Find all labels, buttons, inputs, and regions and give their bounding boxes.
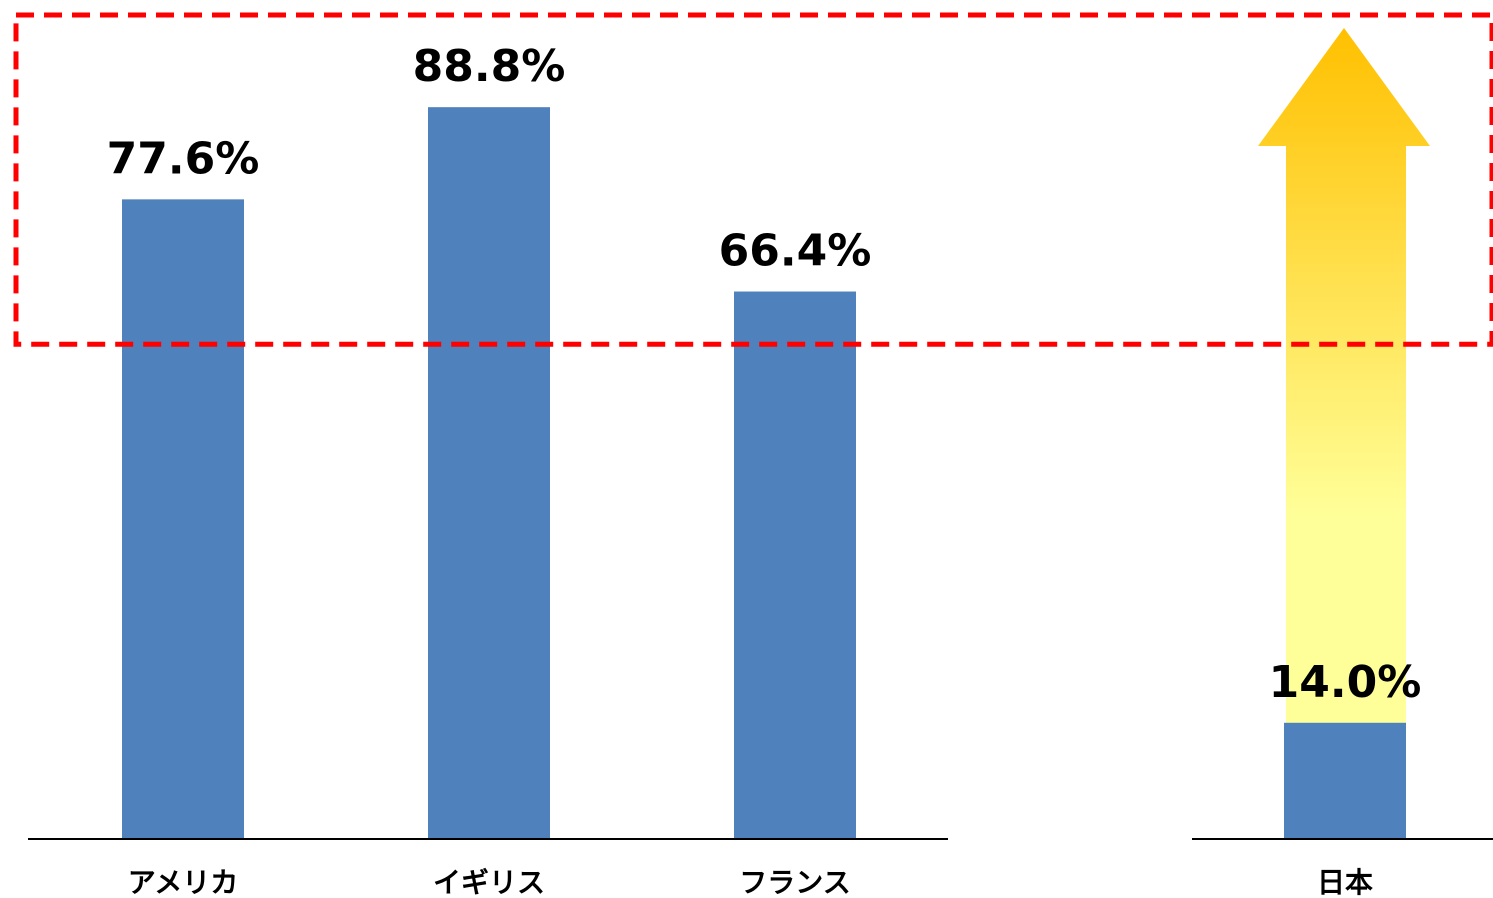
value-label-japan: 14.0% — [1269, 657, 1422, 708]
value-label-france: 66.4% — [719, 226, 872, 277]
bar-uk — [428, 107, 550, 838]
category-label-france: フランス — [739, 866, 850, 898]
bar-france — [734, 291, 856, 838]
bar-japan — [1284, 722, 1406, 838]
value-label-uk: 88.8% — [413, 41, 566, 92]
highlight-box — [13, 12, 1493, 347]
up-arrow-icon — [1258, 28, 1430, 725]
value-label-america: 77.6% — [107, 133, 260, 184]
category-label-uk: イギリス — [433, 866, 545, 898]
category-label-japan: 日本 — [1317, 866, 1373, 898]
bar-america — [122, 199, 244, 839]
category-label-america: アメリカ — [128, 866, 239, 898]
